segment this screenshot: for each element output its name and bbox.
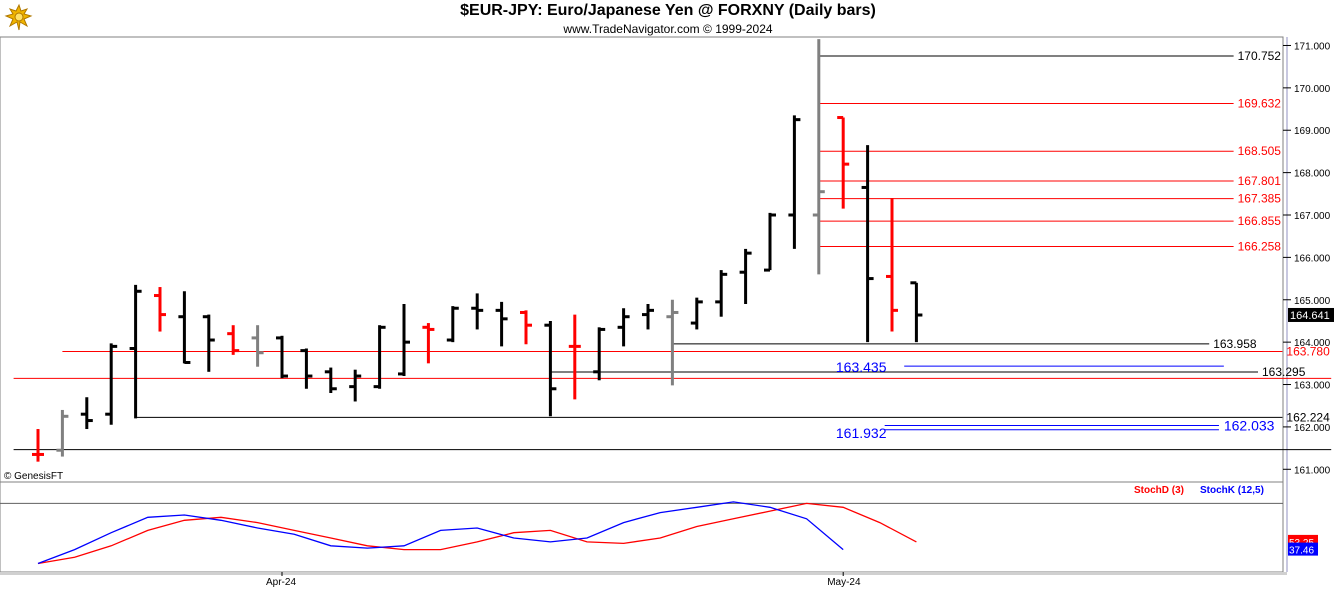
stochastic-panel [0,481,1284,573]
ohlc-bar [373,325,386,389]
ohlc-bar [80,397,93,430]
y-tick-label: 170.000 [1294,84,1331,95]
ohlc-bar [617,308,630,347]
stoch-legend-label: StochK (12,5) [1200,485,1264,496]
y-tick-label: 163.000 [1294,381,1331,392]
y-tick-label: 165.000 [1294,296,1331,307]
ohlc-bar [129,284,142,419]
x-tick-label: May-24 [827,577,861,588]
ohlc-bar [837,116,850,209]
ohlc-bar [666,299,679,386]
ohlc-bar [520,310,532,345]
level-label: 162.224 [1286,410,1330,424]
level-label: 163.295 [1262,365,1306,379]
chart-title: $EUR-JPY: Euro/Japanese Yen @ FORXNY (Da… [460,2,876,19]
bull-and-bear-logo-icon [3,2,35,34]
y-tick-label: 164.000 [1294,338,1331,349]
ohlc-bar [568,314,581,400]
level-label: 166.855 [1238,214,1282,228]
fib-label: 162.033 [1224,418,1275,434]
y-tick-label: 168.000 [1294,169,1331,180]
chart-header: $EUR-JPY: Euro/Japanese Yen @ FORXNY (Da… [0,0,1336,37]
level-label: 169.632 [1238,96,1282,110]
ohlc-bar [690,297,703,330]
level-label: 170.752 [1238,49,1282,63]
ohlc-bar [398,304,410,377]
stoch-last-value-label: 37.46 [1289,546,1314,557]
stoch-last-value-box [1288,542,1318,556]
level-label: 167.385 [1238,192,1282,206]
ohlc-bar [300,348,313,389]
stoch-series-line [37,501,844,565]
ohlc-bar [812,39,825,275]
ohlc-bar [495,301,508,347]
stoch-series-line [37,502,917,565]
ohlc-bar [593,327,606,381]
y-tick-label: 171.000 [1294,41,1331,52]
ohlc-bar [886,198,898,332]
time-axis-band [0,572,1287,575]
watermark: © GenesisFT [4,471,63,482]
y-tick-label: 161.000 [1294,465,1331,476]
y-tick-label: 169.000 [1294,126,1331,137]
ohlc-bar [227,325,240,355]
y-tick-label: 167.000 [1294,211,1331,222]
ohlc-bar [349,369,362,402]
level-label: 168.505 [1238,144,1282,158]
ohlc-bar [202,314,215,372]
y-tick-label: 162.000 [1294,423,1331,434]
level-label: 166.258 [1238,239,1282,253]
ohlc-bar [56,409,69,457]
x-tick-label: Apr-24 [266,577,296,588]
ohlc-bar [910,281,923,343]
ohlc-bar [544,320,557,417]
price-panel [0,36,1284,483]
ohlc-bar [105,343,118,425]
ohlc-bar [422,323,435,364]
ohlc-bar [471,293,484,330]
ohlc-bar [642,304,654,330]
level-label: 163.958 [1213,337,1257,351]
ohlc-bar [861,145,874,343]
ohlc-bar [764,212,776,272]
stoch-legend-label: StochD (3) [1134,485,1184,496]
last-price-box [1288,307,1334,322]
last-price-label: 164.641 [1290,310,1330,322]
fib-label: 161.932 [836,425,887,441]
ohlc-bar [251,325,264,367]
ohlc-bar [739,248,752,304]
ohlc-bar [715,270,728,317]
ohlc-bar [276,335,288,379]
fib-label: 163.435 [836,359,887,375]
ohlc-bar [32,429,44,462]
chart-subtitle: www.TradeNavigator.com © 1999-2024 [563,22,773,36]
ohlc-bar [788,115,801,249]
level-label: 167.801 [1238,174,1282,188]
ohlc-bar [324,367,337,393]
level-label: 163.780 [1286,344,1330,358]
y-tick-label: 166.000 [1294,253,1331,264]
ohlc-bar [154,287,166,332]
ohlc-bar [446,306,459,343]
ohlc-bar [178,291,191,364]
